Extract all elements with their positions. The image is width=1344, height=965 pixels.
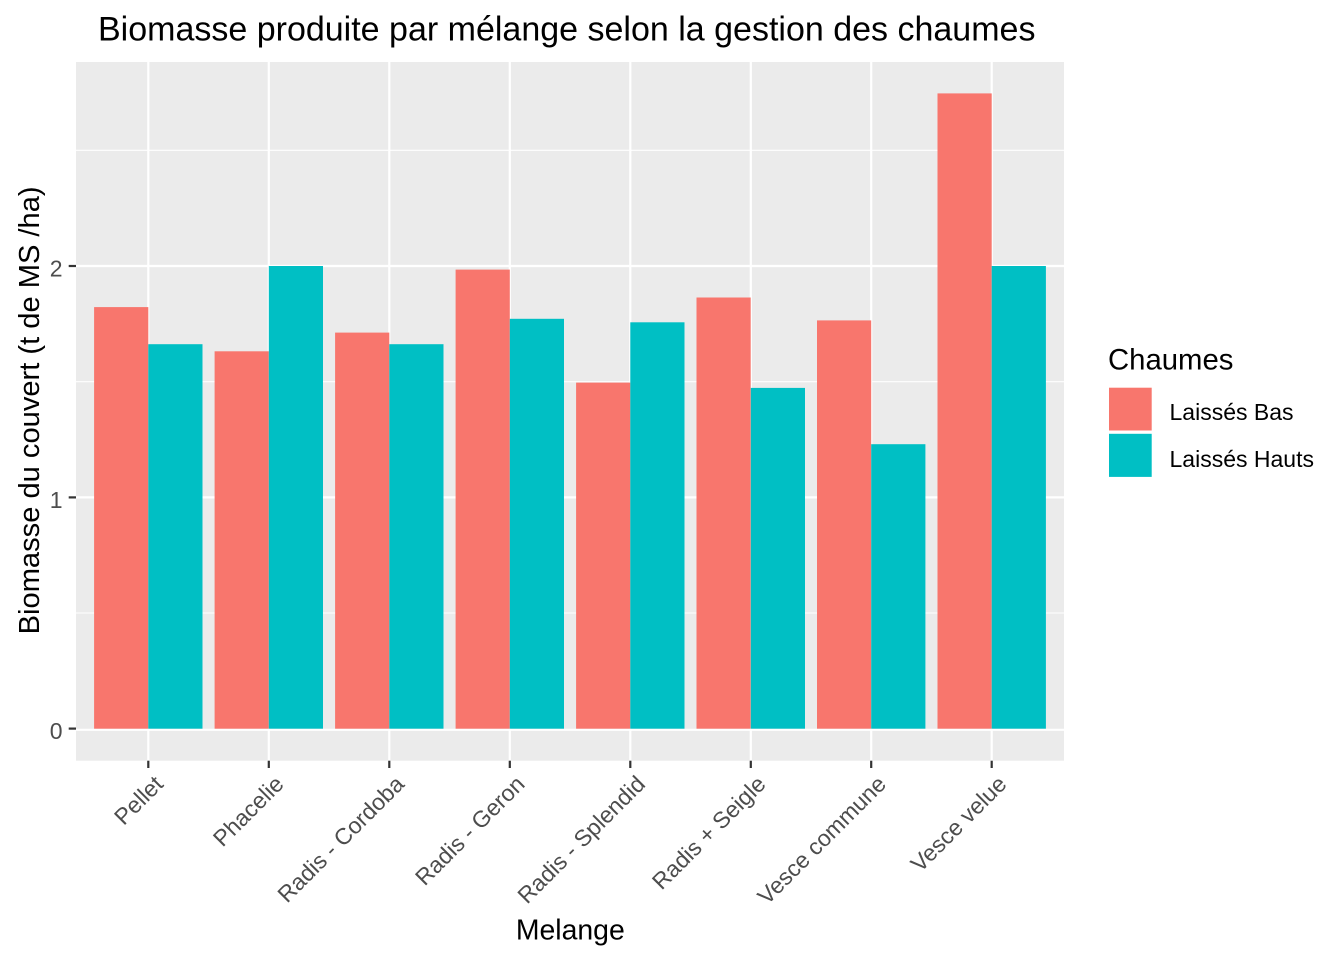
svg-text:Biomasse du couvert (t de MS /: Biomasse du couvert (t de MS /ha) [14, 186, 46, 634]
svg-text:Pellet: Pellet [109, 770, 168, 829]
svg-text:2: 2 [50, 255, 63, 281]
svg-text:Radis + Seigle: Radis + Seigle [647, 771, 771, 895]
svg-text:Radis - Cordoba: Radis - Cordoba [272, 771, 409, 908]
svg-text:Radis - Splendid: Radis - Splendid [512, 771, 650, 909]
svg-text:Radis - Geron: Radis - Geron [410, 771, 530, 891]
svg-text:Melange: Melange [516, 915, 625, 947]
svg-text:Biomasse produite par mélange: Biomasse produite par mélange selon la g… [98, 10, 1035, 48]
svg-text:0: 0 [50, 718, 63, 744]
svg-text:Chaumes: Chaumes [1108, 344, 1233, 377]
svg-text:Laissés Hauts: Laissés Hauts [1170, 446, 1314, 472]
svg-text:Phacelie: Phacelie [208, 771, 289, 852]
svg-text:Laissés Bas: Laissés Bas [1170, 399, 1294, 425]
svg-text:Vesce velue: Vesce velue [905, 771, 1011, 877]
svg-text:1: 1 [50, 487, 63, 513]
svg-text:Vesce commune: Vesce commune [752, 771, 891, 910]
